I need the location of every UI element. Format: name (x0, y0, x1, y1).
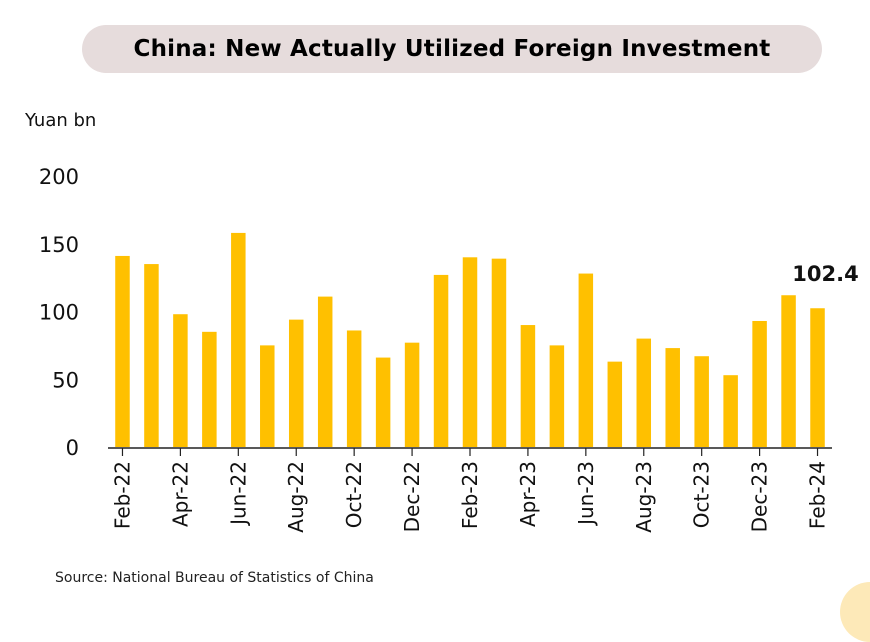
bar-Jun-23 (578, 273, 594, 447)
bar-Feb-22 (115, 255, 130, 447)
bar-Apr-23 (520, 325, 536, 447)
x-tick-label: Apr-22 (168, 461, 192, 527)
y-tick-label: 0 (66, 436, 79, 460)
y-axis-unit-label: Yuan bn (25, 110, 97, 131)
bar-Sep-23 (665, 348, 680, 447)
y-tick-label: 100 (39, 301, 79, 325)
y-tick-label: 150 (39, 233, 79, 257)
bar-Aug-23 (636, 338, 652, 447)
x-tick-label: Feb-24 (806, 461, 830, 529)
bar-Dec-23 (752, 320, 767, 447)
bar-May-22 (202, 331, 217, 447)
chart-title-pill: China: New Actually Utilized Foreign Inv… (82, 25, 822, 73)
bar-Nov-23 (723, 375, 738, 447)
bar-Jan-24 (781, 295, 796, 447)
bar-Feb-23 (462, 257, 478, 447)
bar-Mar-22 (144, 264, 159, 447)
x-tick-label: Jun-22 (226, 461, 250, 527)
bar-chart: 0 50 100 150 200 Feb-22 Apr-22 Jun-22 Aug-22 Oct-… (39, 165, 859, 533)
x-tick-label: Feb-22 (110, 461, 134, 529)
source-note: Source: National Bureau of Statistics of… (55, 570, 374, 586)
x-tick-label: Dec-22 (400, 461, 424, 532)
bar-Sep-22 (317, 296, 333, 447)
x-tick-label: Feb-23 (458, 461, 482, 529)
bar-Jan-23 (433, 274, 449, 447)
bar-Apr-22 (173, 314, 188, 447)
x-tick-label: Jun-23 (574, 461, 598, 527)
x-tick-label: Oct-23 (690, 461, 714, 528)
x-tick-label: Apr-23 (516, 461, 540, 527)
x-tick-label: Aug-23 (632, 461, 656, 533)
bar-Mar-23 (491, 258, 507, 447)
y-tick-label: 200 (39, 165, 79, 189)
bar-Jul-23 (607, 361, 623, 447)
bar-Oct-23 (694, 356, 709, 447)
bar-Dec-22 (404, 342, 420, 447)
bar-May-23 (549, 345, 565, 447)
bar-Aug-22 (288, 319, 304, 447)
x-tick-label: Dec-23 (748, 461, 772, 532)
bar-Nov-22 (375, 357, 391, 447)
bar-Feb-24 (810, 308, 825, 447)
bar-Jul-22 (260, 345, 275, 447)
x-tick-label: Aug-22 (284, 461, 308, 533)
bar-Oct-22 (346, 330, 362, 447)
y-tick-label: 50 (52, 368, 79, 392)
chart-title: China: New Actually Utilized Foreign Inv… (133, 36, 771, 62)
data-label-feb-24: 102.4 (792, 262, 858, 286)
x-tick-label: Oct-22 (342, 461, 366, 528)
bar-Jun-22 (231, 232, 246, 447)
